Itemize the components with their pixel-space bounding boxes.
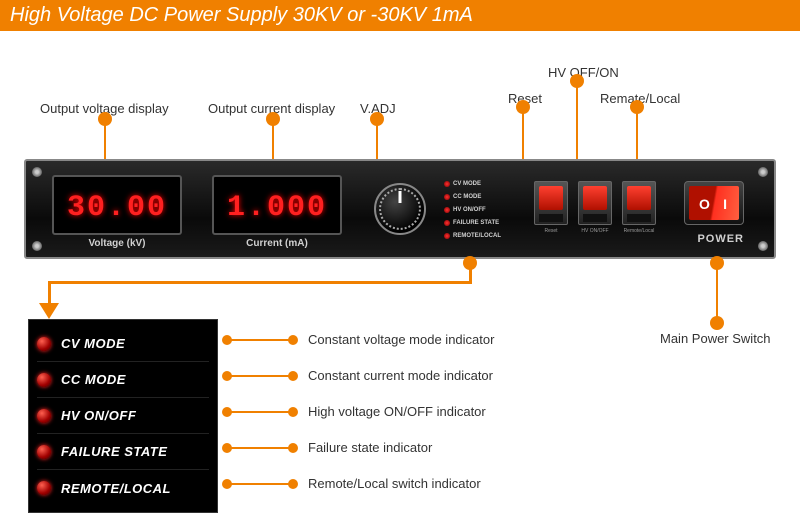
callout-dot [288,479,298,489]
power-label: POWER [697,233,744,245]
led-row: HV ON/OFF [444,203,501,216]
led-icon [37,409,51,423]
callout-line [230,375,290,377]
diagram-content: Output voltage display Output current di… [0,31,800,531]
detail-row: HV ON/OFF [37,398,209,434]
led-icon [37,481,51,495]
led-icon [444,220,450,226]
callout-dot [630,100,644,114]
led-detail-panel: CV MODE CC MODE HV ON/OFF FAILURE STATE … [28,319,218,513]
hv-onoff-button[interactable]: HV ON/OFF [578,181,612,225]
detail-desc: High voltage ON/OFF indicator [308,404,486,419]
callout-dot [98,112,112,126]
arrow-line [469,263,472,283]
led-icon [37,337,51,351]
screw-icon [32,167,42,177]
callout-dot [288,443,298,453]
led-icon [37,445,51,459]
detail-desc: Failure state indicator [308,440,432,455]
reset-button[interactable]: Reset [534,181,568,225]
remote-local-button[interactable]: Remote/Local [622,181,656,225]
power-supply-panel: 30.00 Voltage (kV) 1.000 Current (mA) CV… [24,159,776,259]
arrow-line [48,281,51,305]
main-power-switch[interactable]: O I [684,181,744,225]
led-icon [444,207,450,213]
callout-line [230,339,290,341]
led-row: CC MODE [444,190,501,203]
arrow-head-icon [39,303,59,319]
callout-dot [266,112,280,126]
detail-desc: Constant voltage mode indicator [308,332,494,347]
led-icon [444,194,450,200]
led-icon [444,233,450,239]
callout-line [230,483,290,485]
button-group: Reset HV ON/OFF Remote/Local [534,181,656,225]
page-header: High Voltage DC Power Supply 30KV or -30… [0,0,800,31]
detail-row: CV MODE [37,326,209,362]
detail-desc: Constant current mode indicator [308,368,493,383]
callout-line [716,263,718,323]
callout-line [230,447,290,449]
callout-dot [710,316,724,330]
label-main-power: Main Power Switch [660,331,771,346]
detail-row: FAILURE STATE [37,434,209,470]
led-icon [37,373,51,387]
led-icon [444,181,450,187]
voltage-label: Voltage (kV) [54,238,180,249]
screw-icon [32,241,42,251]
callout-dot [288,371,298,381]
voltage-value: 30.00 [54,177,180,225]
callout-dot [570,74,584,88]
vadj-knob[interactable] [374,183,426,235]
detail-desc: Remote/Local switch indicator [308,476,481,491]
led-row: FAILURE STATE [444,216,501,229]
callout-dot [710,256,724,270]
screw-icon [758,167,768,177]
detail-row: REMOTE/LOCAL [37,470,209,506]
callout-dot [288,407,298,417]
current-label: Current (mA) [214,238,340,249]
current-display: 1.000 Current (mA) [212,175,342,235]
led-row: REMOTE/LOCAL [444,229,501,242]
callout-dot [288,335,298,345]
callout-dot [370,112,384,126]
arrow-line [48,281,472,284]
voltage-display: 30.00 Voltage (kV) [52,175,182,235]
detail-row: CC MODE [37,362,209,398]
screw-icon [758,241,768,251]
callout-dot [516,100,530,114]
callout-line [230,411,290,413]
led-row: CV MODE [444,177,501,190]
header-title: High Voltage DC Power Supply 30KV or -30… [10,4,473,26]
current-value: 1.000 [214,177,340,225]
led-indicator-list: CV MODE CC MODE HV ON/OFF FAILURE STATE … [444,177,501,242]
